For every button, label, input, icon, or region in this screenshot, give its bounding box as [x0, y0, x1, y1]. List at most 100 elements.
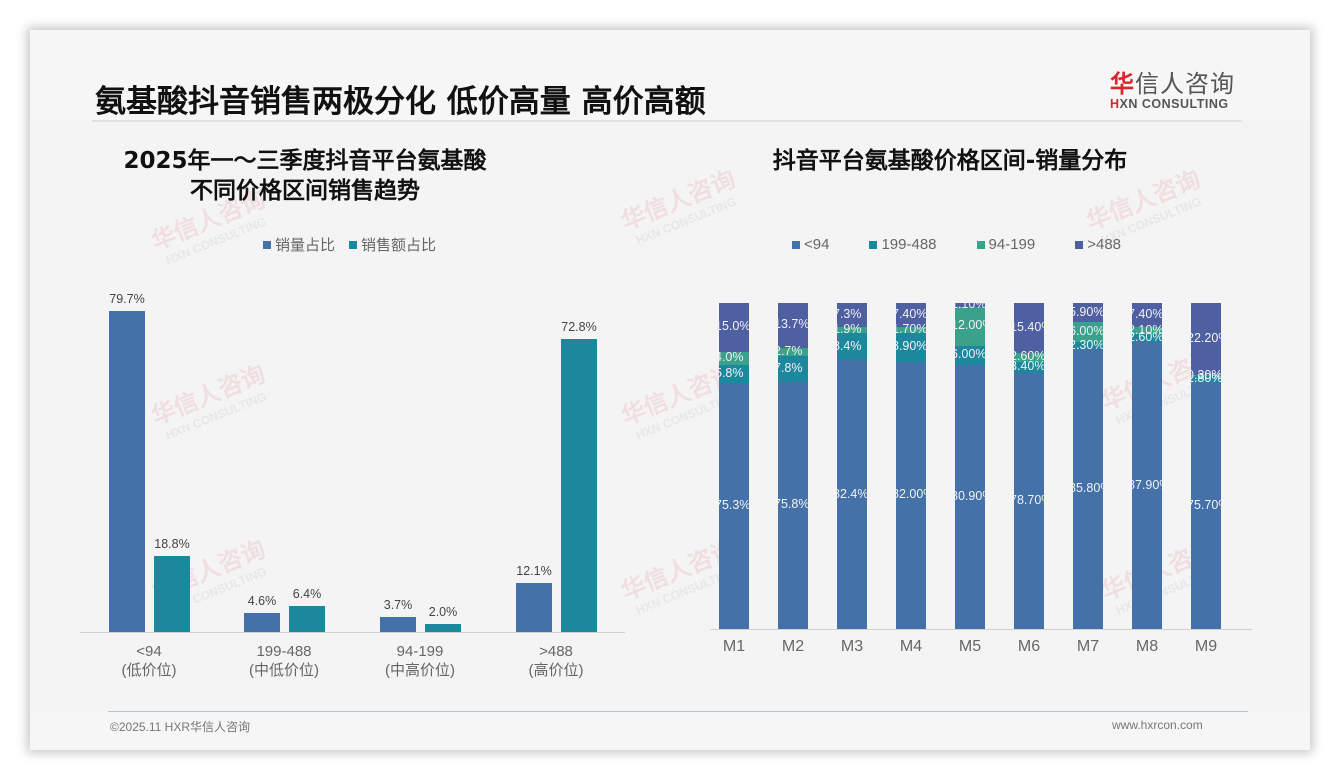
logo-chinese: 华信人咨询: [1110, 70, 1235, 98]
data-label: 3.7%: [383, 598, 413, 613]
sales-share-bar: [561, 338, 597, 632]
volume-share-bar: [244, 613, 280, 632]
bar-segment: [1073, 322, 1103, 342]
segment-label: 82.4%: [833, 486, 869, 501]
bar-segment: [778, 347, 808, 357]
segment-label: 8.4%: [833, 338, 862, 353]
bar-segment: [955, 345, 985, 366]
month-label: M7: [1076, 638, 1100, 655]
stacked-bar-M1: [719, 303, 749, 629]
volume-share-bar: [380, 617, 416, 632]
segment-label: 7.8%: [774, 361, 803, 376]
segment-label: 5.8%: [715, 366, 744, 381]
header: [30, 30, 1310, 120]
bar-segment: [837, 360, 867, 629]
page-title: 氨基酸抖音销售两极分化 低价高量 高价高额: [95, 84, 706, 120]
bar-segment: [1073, 303, 1103, 323]
segment-label: 5.90%: [1069, 304, 1105, 319]
segment-label: 2.60%: [1128, 330, 1164, 345]
segment-label: 1.80%: [1187, 371, 1223, 386]
bar-segment: [1132, 333, 1162, 343]
bar-segment: [719, 303, 749, 352]
bar-segment: [1014, 361, 1044, 373]
segment-label: 2.10%: [1128, 322, 1164, 337]
segment-label: 1.10%: [951, 296, 987, 311]
segment-label: 7.3%: [833, 306, 862, 321]
website-link[interactable]: www.hxrcon.com: [1112, 718, 1203, 732]
bar-segment: [778, 356, 808, 382]
bar-segment: [719, 364, 749, 384]
right-chart-legend: <94 199-488 94-199 >488: [792, 236, 1121, 253]
stacked-bar-M6: [1014, 303, 1044, 629]
segment-label: 12.00%: [951, 318, 994, 333]
bar-segment: [1014, 372, 1044, 629]
segment-label: 75.3%: [715, 498, 751, 513]
sales-share-bar: [154, 556, 190, 632]
segment-label: 6.00%: [1069, 324, 1105, 338]
legend-item: >488: [1075, 236, 1121, 253]
category-label: <94 (低价位): [121, 643, 177, 679]
month-label: M2: [781, 638, 805, 655]
stacked-bar-M5: [955, 303, 985, 629]
bar-segment: [955, 303, 985, 307]
footer: [30, 712, 1310, 750]
x-axis-line: [80, 632, 625, 633]
legend-item: 199-488: [869, 236, 937, 253]
bar-segment: [1014, 303, 1044, 354]
data-label: 4.6%: [247, 594, 277, 609]
stacked-bar-M2: [778, 303, 808, 629]
bar-segment: [837, 303, 867, 327]
segment-label: 22.20%: [1187, 331, 1230, 346]
bar-segment: [1191, 303, 1221, 376]
bar-segment: [1191, 375, 1221, 377]
month-label: M6: [1017, 638, 1041, 655]
legend-swatch-icon: [869, 240, 878, 249]
data-label: 18.8%: [154, 537, 190, 552]
company-logo: 华信人咨询 HXN CONSULTING: [1110, 64, 1240, 111]
segment-label: 80.90%: [951, 489, 994, 504]
legend-swatch-icon: [263, 240, 271, 249]
segment-label: 75.70%: [1187, 497, 1230, 512]
category-label: 94-199 (中高价位): [385, 643, 455, 679]
bar-segment: [719, 351, 749, 365]
volume-share-bar: [109, 311, 145, 632]
stacked-bar-M4: [896, 303, 926, 629]
bar-segment: [955, 365, 985, 629]
sales-share-bar: [425, 623, 461, 632]
data-label: 72.8%: [561, 319, 597, 334]
segment-label: 15.0%: [715, 319, 751, 334]
bar-segment: [1191, 376, 1221, 383]
bar-segment: [1073, 349, 1103, 629]
left-chart-legend: 销量占比 销售额占比: [263, 234, 436, 255]
volume-share-bar: [516, 583, 552, 632]
segment-label: 15.40%: [1010, 320, 1053, 335]
bar-segment: [896, 361, 926, 629]
bar-segment: [1132, 303, 1162, 328]
segment-label: 7.40%: [1128, 307, 1164, 322]
sales-share-bar: [289, 606, 325, 632]
legend-item: 94-199: [976, 236, 1035, 253]
bar-segment: [778, 303, 808, 348]
category-label: 199-488 (中低价位): [249, 643, 319, 679]
segment-label: 78.70%: [1010, 492, 1053, 507]
segment-label: 1.70%: [892, 321, 928, 336]
segment-label: 85.80%: [1069, 481, 1112, 496]
legend-item: 销售额占比: [349, 234, 436, 255]
logo-english: HXN CONSULTING: [1110, 97, 1229, 111]
data-label: 79.7%: [109, 292, 145, 306]
legend-item: 销量占比: [263, 234, 335, 255]
left-chart-title: 2025年一～三季度抖音平台氨基酸 不同价格区间销售趋势: [123, 148, 487, 204]
right-chart-title: 抖音平台氨基酸价格区间-销量分布: [772, 148, 1128, 174]
legend-swatch-icon: [792, 240, 800, 249]
legend-swatch-icon: [1075, 240, 1084, 249]
bar-segment: [1132, 342, 1162, 629]
segment-label: 6.00%: [951, 347, 987, 362]
month-label: M1: [722, 638, 746, 655]
bar-segment: [837, 326, 867, 333]
bar-segment: [778, 381, 808, 629]
segment-label: 2.30%: [1069, 337, 1105, 352]
month-label: M9: [1194, 638, 1218, 655]
segment-label: 82.00%: [892, 487, 935, 502]
bar-segment: [896, 303, 926, 328]
